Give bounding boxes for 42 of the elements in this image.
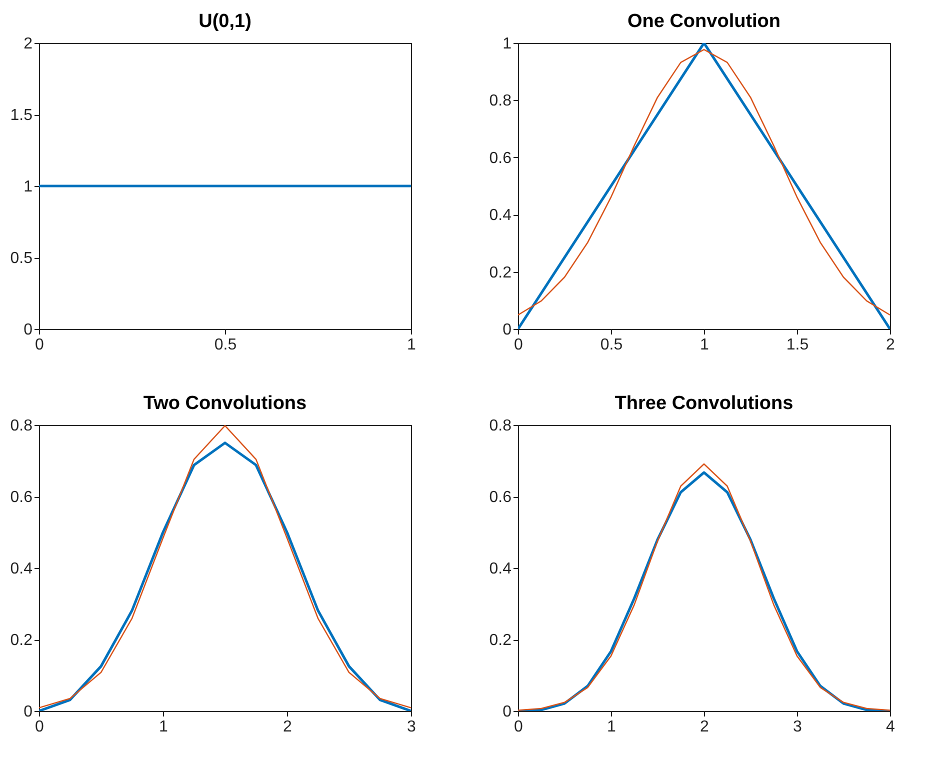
y-tick-label: 0	[24, 322, 33, 338]
x-tick-label: 1	[700, 336, 710, 354]
y-tick-label: 0.4	[489, 560, 512, 578]
y-tick-label: 1	[24, 178, 33, 196]
chart-title: Two Convolutions	[143, 393, 307, 414]
x-tick-label: 0	[514, 336, 524, 354]
y-tick-label: 0.2	[10, 632, 33, 649]
x-tick-label: 0.5	[600, 336, 623, 354]
x-tick-label: 1	[407, 336, 416, 354]
y-tick-label: 0.6	[10, 489, 33, 506]
y-tick-label: 0	[502, 704, 512, 720]
y-tick-label: 0.5	[10, 250, 33, 267]
chart-title: One Convolution	[627, 11, 781, 32]
y-tick-label: 0.2	[489, 264, 512, 282]
y-tick-label: 1.5	[10, 107, 33, 124]
chart-title: Three Convolutions	[614, 393, 794, 414]
x-tick-label: 2	[283, 718, 292, 736]
x-tick-label: 1	[159, 718, 168, 736]
y-tick-label: 2	[24, 36, 33, 52]
x-tick-label: 0	[35, 336, 44, 354]
y-tick-label: 0.8	[489, 92, 512, 110]
x-tick-label: 0.5	[214, 336, 237, 354]
x-tick-label: 0	[514, 718, 524, 736]
x-tick-label: 3	[407, 718, 416, 736]
y-tick-label: 0.8	[489, 418, 512, 434]
x-tick-label: 0	[35, 718, 44, 736]
y-tick-label: 1	[502, 36, 512, 52]
y-tick-label: 0.4	[10, 560, 33, 578]
y-tick-label: 0	[24, 704, 33, 720]
y-tick-label: 0.8	[10, 418, 33, 434]
x-tick-label: 2	[700, 718, 710, 736]
x-tick-label: 2	[886, 336, 896, 354]
y-tick-label: 0.6	[489, 150, 512, 167]
y-tick-label: 0.2	[489, 632, 512, 649]
x-tick-label: 1	[607, 718, 616, 736]
x-tick-label: 4	[886, 718, 896, 736]
y-tick-label: 0	[502, 322, 512, 338]
y-tick-label: 0.4	[489, 207, 512, 224]
x-tick-label: 3	[793, 718, 802, 736]
x-tick-label: 1.5	[786, 336, 809, 354]
y-tick-label: 0.6	[489, 489, 512, 506]
chart-title: U(0,1)	[198, 11, 252, 32]
